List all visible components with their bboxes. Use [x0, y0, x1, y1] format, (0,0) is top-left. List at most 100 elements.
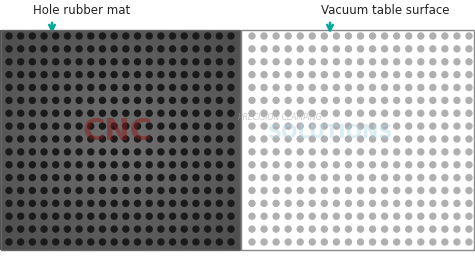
- Circle shape: [181, 72, 187, 78]
- Circle shape: [99, 46, 105, 52]
- Circle shape: [309, 123, 315, 129]
- Circle shape: [29, 200, 35, 206]
- Circle shape: [193, 123, 199, 129]
- Circle shape: [228, 85, 234, 90]
- Circle shape: [29, 162, 35, 168]
- Circle shape: [111, 188, 117, 193]
- Circle shape: [430, 110, 436, 116]
- Circle shape: [370, 59, 376, 65]
- Circle shape: [273, 200, 279, 206]
- Circle shape: [65, 200, 70, 206]
- Circle shape: [123, 59, 129, 65]
- Circle shape: [466, 46, 472, 52]
- Circle shape: [321, 239, 327, 245]
- Circle shape: [454, 200, 460, 206]
- Circle shape: [205, 162, 210, 168]
- Circle shape: [41, 136, 47, 142]
- Circle shape: [394, 226, 399, 232]
- Circle shape: [358, 110, 363, 116]
- Circle shape: [18, 46, 24, 52]
- Circle shape: [406, 97, 412, 103]
- Circle shape: [394, 33, 399, 39]
- Circle shape: [345, 33, 352, 39]
- Circle shape: [193, 33, 199, 39]
- Circle shape: [99, 97, 105, 103]
- Circle shape: [249, 110, 255, 116]
- Circle shape: [261, 123, 267, 129]
- Circle shape: [358, 239, 363, 245]
- Circle shape: [65, 226, 70, 232]
- Circle shape: [297, 33, 303, 39]
- Circle shape: [216, 239, 222, 245]
- Circle shape: [228, 213, 234, 219]
- Circle shape: [123, 239, 129, 245]
- Circle shape: [466, 226, 472, 232]
- Circle shape: [406, 85, 412, 90]
- Circle shape: [466, 200, 472, 206]
- Circle shape: [418, 213, 424, 219]
- Circle shape: [345, 200, 352, 206]
- Circle shape: [99, 175, 105, 181]
- Circle shape: [76, 213, 82, 219]
- Circle shape: [18, 136, 24, 142]
- Circle shape: [76, 175, 82, 181]
- Circle shape: [430, 200, 436, 206]
- Circle shape: [358, 46, 363, 52]
- Circle shape: [6, 226, 12, 232]
- Circle shape: [18, 175, 24, 181]
- Circle shape: [158, 136, 164, 142]
- Circle shape: [134, 149, 141, 155]
- Circle shape: [99, 59, 105, 65]
- Circle shape: [345, 162, 352, 168]
- Circle shape: [146, 213, 152, 219]
- Circle shape: [309, 200, 315, 206]
- Circle shape: [249, 97, 255, 103]
- Circle shape: [134, 200, 141, 206]
- Circle shape: [261, 85, 267, 90]
- Circle shape: [18, 33, 24, 39]
- Circle shape: [170, 72, 176, 78]
- Circle shape: [345, 226, 352, 232]
- Circle shape: [273, 110, 279, 116]
- Circle shape: [134, 175, 141, 181]
- Circle shape: [41, 72, 47, 78]
- Circle shape: [29, 226, 35, 232]
- Circle shape: [345, 136, 352, 142]
- Circle shape: [321, 136, 327, 142]
- Circle shape: [418, 188, 424, 193]
- Circle shape: [321, 59, 327, 65]
- Text: Hole rubber mat: Hole rubber mat: [33, 4, 131, 17]
- Circle shape: [76, 85, 82, 90]
- Circle shape: [6, 123, 12, 129]
- Circle shape: [345, 175, 352, 181]
- Circle shape: [53, 33, 59, 39]
- Circle shape: [76, 46, 82, 52]
- Circle shape: [6, 59, 12, 65]
- Circle shape: [345, 149, 352, 155]
- Circle shape: [6, 33, 12, 39]
- Circle shape: [99, 239, 105, 245]
- Circle shape: [466, 110, 472, 116]
- Circle shape: [181, 213, 187, 219]
- Circle shape: [228, 136, 234, 142]
- Circle shape: [65, 59, 70, 65]
- Circle shape: [53, 188, 59, 193]
- Circle shape: [181, 46, 187, 52]
- Circle shape: [394, 175, 399, 181]
- Circle shape: [111, 149, 117, 155]
- Circle shape: [285, 188, 291, 193]
- Circle shape: [65, 136, 70, 142]
- Circle shape: [88, 188, 94, 193]
- Circle shape: [370, 97, 376, 103]
- Circle shape: [430, 213, 436, 219]
- Circle shape: [381, 200, 388, 206]
- Circle shape: [53, 175, 59, 181]
- Circle shape: [309, 136, 315, 142]
- Bar: [0, 30, 240, 250]
- Circle shape: [181, 175, 187, 181]
- Circle shape: [358, 162, 363, 168]
- Circle shape: [134, 85, 141, 90]
- Circle shape: [466, 188, 472, 193]
- Circle shape: [193, 59, 199, 65]
- Circle shape: [228, 110, 234, 116]
